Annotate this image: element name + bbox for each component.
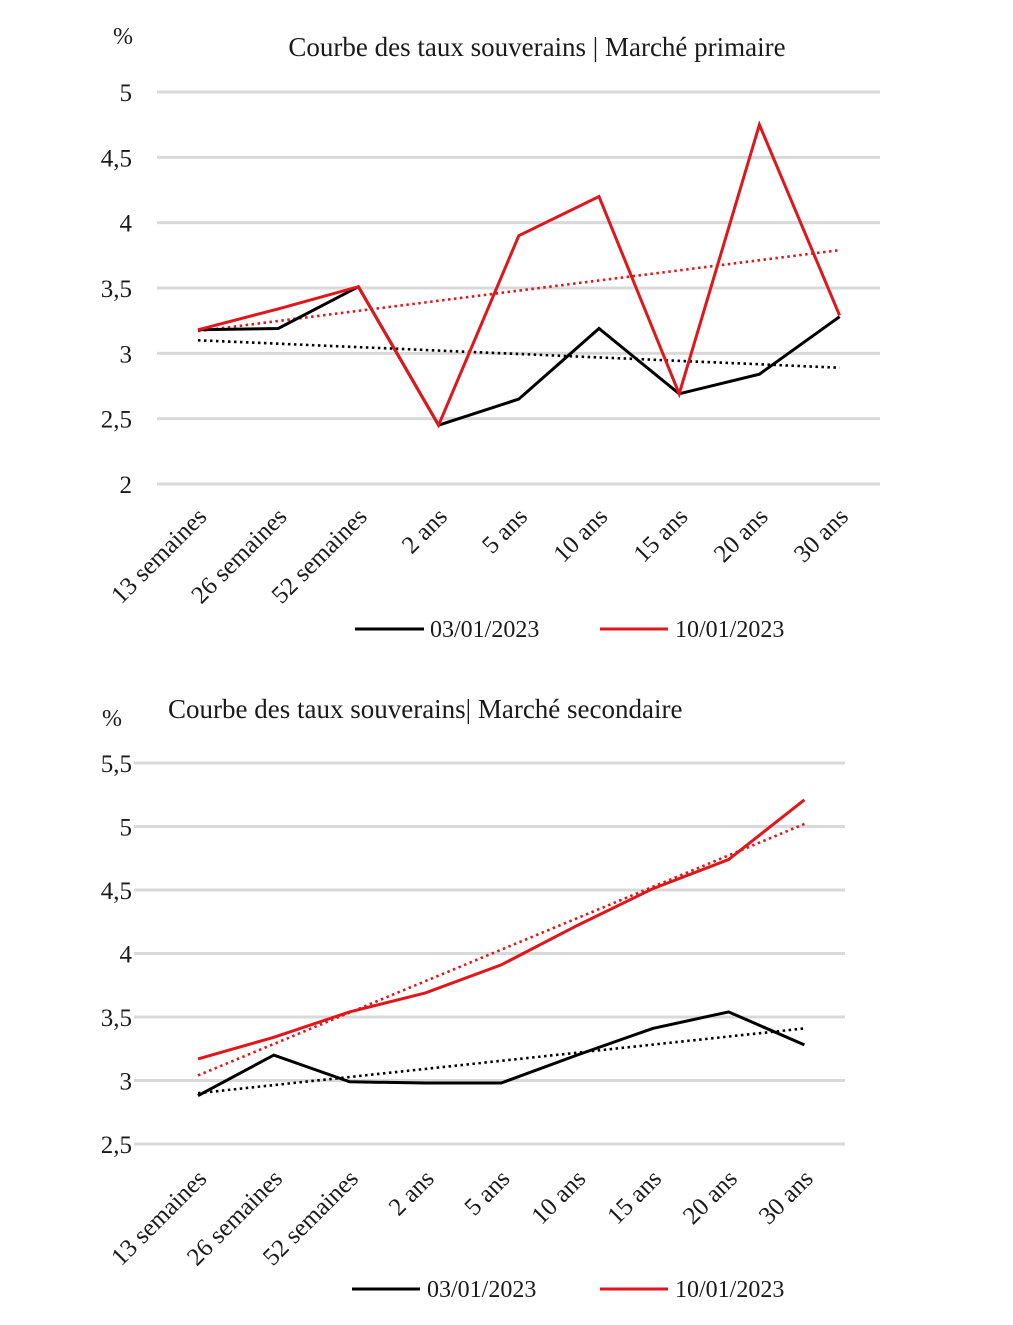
primary-market-chart: Courbe des taux souverains | Marché prim…: [101, 24, 880, 643]
y-axis-ticks: 5,5 5 4,5 4 3,5 3 2,5: [101, 751, 133, 1159]
chart-title: Courbe des taux souverains | Marché prim…: [288, 32, 785, 62]
y-tick-label: 4,5: [101, 878, 132, 905]
y-tick-label: 4: [120, 211, 133, 238]
y-tick-label: 2,5: [101, 1132, 132, 1159]
x-tick-label: 10 ans: [548, 503, 613, 568]
legend-label: 10/01/2023: [675, 1277, 784, 1303]
y-tick-label: 5: [120, 80, 133, 107]
y-tick-label: 4,5: [101, 145, 132, 172]
trendlines: [197, 248, 840, 370]
x-tick-label: 30 ans: [789, 503, 854, 568]
series-line-10-01-2023: [197, 120, 841, 429]
y-tick-label: 3: [120, 341, 133, 368]
x-tick-label: 5 ans: [477, 503, 533, 559]
y-tick-label: 3,5: [101, 276, 132, 303]
series-line-03-01-2023: [197, 1010, 805, 1098]
gridlines: [134, 761, 845, 1146]
y-axis-ticks: 5 4,5 4 3,5 3 2,5 2: [101, 80, 133, 499]
y-tick-label: 3: [120, 1069, 133, 1096]
x-tick-label: 2 ans: [397, 503, 453, 559]
legend: 03/01/2023 10/01/2023: [352, 1277, 784, 1303]
y-tick-label: 5: [120, 815, 133, 842]
legend-label: 03/01/2023: [427, 1277, 536, 1303]
series-line-10-01-2023: [197, 798, 806, 1061]
y-unit-label: %: [102, 706, 122, 732]
y-tick-label: 3,5: [101, 1005, 132, 1032]
y-tick-label: 2,5: [101, 407, 132, 434]
x-tick-label: 30 ans: [754, 1165, 819, 1230]
chart-title: Courbe des taux souverains| Marché secon…: [168, 694, 682, 724]
y-tick-label: 2: [120, 472, 133, 499]
x-tick-label: 20 ans: [678, 1165, 743, 1230]
legend-label: 10/01/2023: [675, 617, 784, 643]
x-tick-label: 20 ans: [709, 503, 774, 568]
trendlines: [197, 822, 805, 1095]
x-tick-label: 10 ans: [526, 1165, 591, 1230]
y-tick-label: 5,5: [101, 751, 132, 778]
x-tick-label: 15 ans: [629, 503, 694, 568]
x-tick-label: 2 ans: [384, 1165, 440, 1221]
legend-label: 03/01/2023: [430, 617, 539, 643]
trendline-10-01-2023: [197, 822, 805, 1077]
legend: 03/01/2023 10/01/2023: [355, 617, 784, 643]
series-line-03-01-2023: [197, 284, 841, 428]
series-lines: [197, 120, 841, 429]
y-unit-label: %: [113, 24, 133, 50]
series-lines: [197, 798, 806, 1098]
gridlines: [157, 90, 880, 486]
y-tick-label: 4: [120, 942, 133, 969]
x-tick-label: 5 ans: [460, 1165, 516, 1221]
trendline-03-01-2023: [197, 338, 840, 370]
secondary-market-chart: Courbe des taux souverains| Marché secon…: [101, 694, 845, 1303]
x-tick-label: 15 ans: [602, 1165, 667, 1230]
